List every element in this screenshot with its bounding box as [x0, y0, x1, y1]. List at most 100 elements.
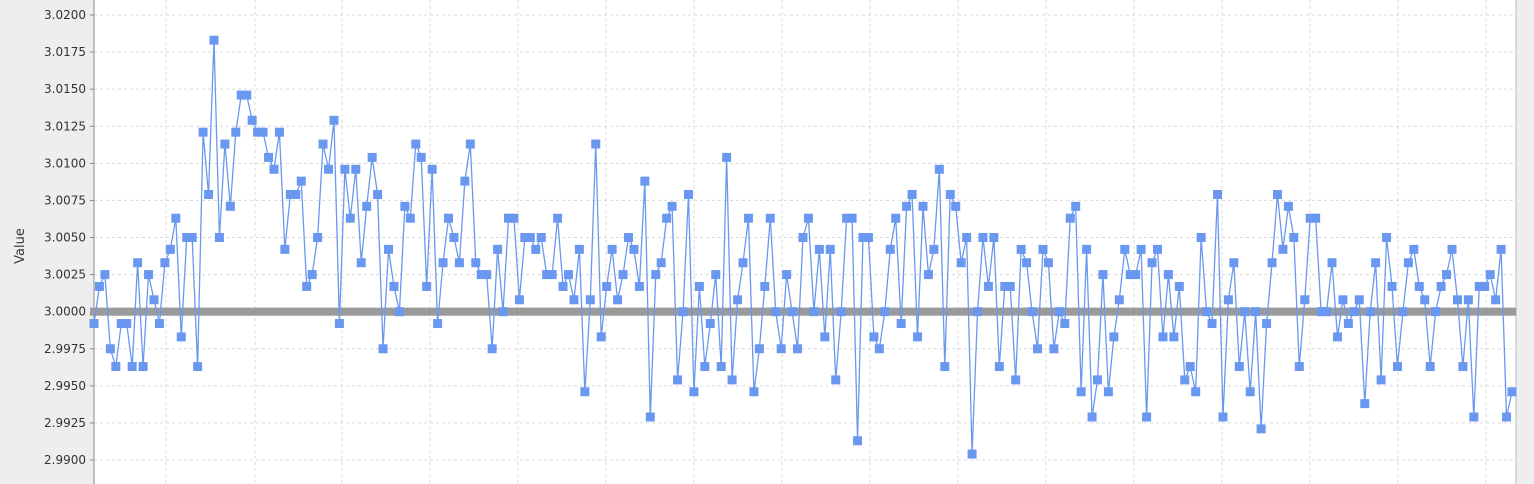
series-point[interactable]: [531, 244, 541, 254]
series-point[interactable]: [1163, 270, 1173, 280]
series-point[interactable]: [1114, 295, 1124, 305]
series-point[interactable]: [913, 332, 923, 342]
series-point[interactable]: [574, 244, 584, 254]
series-point[interactable]: [503, 213, 513, 223]
series-point[interactable]: [460, 176, 470, 186]
series-point[interactable]: [1305, 213, 1315, 223]
series-point[interactable]: [967, 449, 977, 459]
series-point[interactable]: [1262, 319, 1272, 329]
series-point[interactable]: [1414, 281, 1424, 291]
series-point[interactable]: [634, 281, 644, 291]
series-point[interactable]: [444, 213, 453, 223]
series-point[interactable]: [1191, 387, 1201, 397]
series-point[interactable]: [1131, 270, 1141, 280]
series-point[interactable]: [122, 319, 132, 329]
series-point[interactable]: [733, 295, 743, 305]
series-point[interactable]: [760, 281, 770, 291]
series-point[interactable]: [264, 152, 274, 162]
series-point[interactable]: [1043, 258, 1053, 268]
series-point[interactable]: [280, 244, 290, 254]
series-point[interactable]: [307, 270, 317, 280]
series-point[interactable]: [1229, 258, 1239, 268]
series-point[interactable]: [454, 258, 464, 268]
series-point[interactable]: [1000, 281, 1010, 291]
series-point[interactable]: [302, 281, 312, 291]
series-point[interactable]: [1016, 244, 1026, 254]
series-point[interactable]: [1485, 270, 1495, 280]
series-point[interactable]: [765, 213, 775, 223]
series-point[interactable]: [1071, 201, 1081, 211]
series-point[interactable]: [782, 270, 792, 280]
series-point[interactable]: [553, 213, 563, 223]
series-point[interactable]: [896, 319, 906, 329]
series-point[interactable]: [1376, 375, 1386, 385]
series-point[interactable]: [144, 270, 154, 280]
series-point[interactable]: [1442, 270, 1452, 280]
series-point[interactable]: [465, 139, 475, 149]
series-point[interactable]: [563, 270, 573, 280]
series-point[interactable]: [247, 115, 257, 125]
series-point[interactable]: [1491, 295, 1501, 305]
series-point[interactable]: [1082, 244, 1092, 254]
series-point[interactable]: [367, 152, 377, 162]
series-point[interactable]: [127, 362, 137, 372]
series-point[interactable]: [776, 344, 786, 354]
series-point[interactable]: [694, 281, 704, 291]
series-point[interactable]: [1327, 258, 1337, 268]
series-point[interactable]: [1174, 281, 1184, 291]
series-point[interactable]: [793, 344, 803, 354]
series-point[interactable]: [1022, 258, 1032, 268]
series-point[interactable]: [989, 233, 999, 242]
series-point[interactable]: [754, 344, 764, 354]
series-point[interactable]: [934, 164, 944, 174]
series-point[interactable]: [1212, 189, 1222, 199]
series-point[interactable]: [1169, 332, 1179, 342]
series-point[interactable]: [1185, 362, 1195, 372]
series-point[interactable]: [149, 295, 159, 305]
series-point[interactable]: [313, 233, 323, 242]
series-point[interactable]: [89, 319, 99, 329]
series-point[interactable]: [1240, 307, 1250, 317]
series-point[interactable]: [689, 387, 699, 397]
series-point[interactable]: [923, 270, 933, 280]
series-point[interactable]: [1338, 295, 1348, 305]
series-point[interactable]: [193, 362, 203, 372]
series-point[interactable]: [1316, 307, 1326, 317]
series-point[interactable]: [1098, 270, 1108, 280]
series-point[interactable]: [1218, 412, 1228, 422]
series-point[interactable]: [978, 233, 988, 242]
series-point[interactable]: [269, 164, 279, 174]
series-point[interactable]: [274, 127, 284, 137]
series-point[interactable]: [1234, 362, 1244, 372]
series-point[interactable]: [1038, 244, 1048, 254]
series-point[interactable]: [514, 295, 524, 305]
series-point[interactable]: [613, 295, 623, 305]
series-point[interactable]: [1196, 233, 1206, 242]
series-point[interactable]: [1387, 281, 1397, 291]
series-point[interactable]: [1458, 362, 1468, 372]
series-point[interactable]: [1120, 244, 1130, 254]
series-point[interactable]: [787, 307, 797, 317]
series-point[interactable]: [225, 201, 235, 211]
series-point[interactable]: [154, 319, 164, 329]
series-point[interactable]: [1256, 424, 1266, 434]
series-point[interactable]: [1065, 213, 1075, 223]
series-point[interactable]: [525, 233, 535, 242]
series-point[interactable]: [1496, 244, 1506, 254]
series-point[interactable]: [1054, 307, 1064, 317]
series-point[interactable]: [918, 201, 928, 211]
series-point[interactable]: [1049, 344, 1059, 354]
series-point[interactable]: [204, 189, 214, 199]
series-point[interactable]: [1294, 362, 1304, 372]
series-point[interactable]: [847, 213, 857, 223]
series-point[interactable]: [569, 295, 579, 305]
series-point[interactable]: [1452, 295, 1462, 305]
series-point[interactable]: [1033, 344, 1043, 354]
series-point[interactable]: [1087, 412, 1097, 422]
series-point[interactable]: [1267, 258, 1277, 268]
series-point[interactable]: [673, 375, 683, 385]
series-point[interactable]: [1272, 189, 1282, 199]
series-point[interactable]: [1300, 295, 1310, 305]
series-point[interactable]: [1207, 319, 1217, 329]
series-point[interactable]: [1349, 307, 1359, 317]
